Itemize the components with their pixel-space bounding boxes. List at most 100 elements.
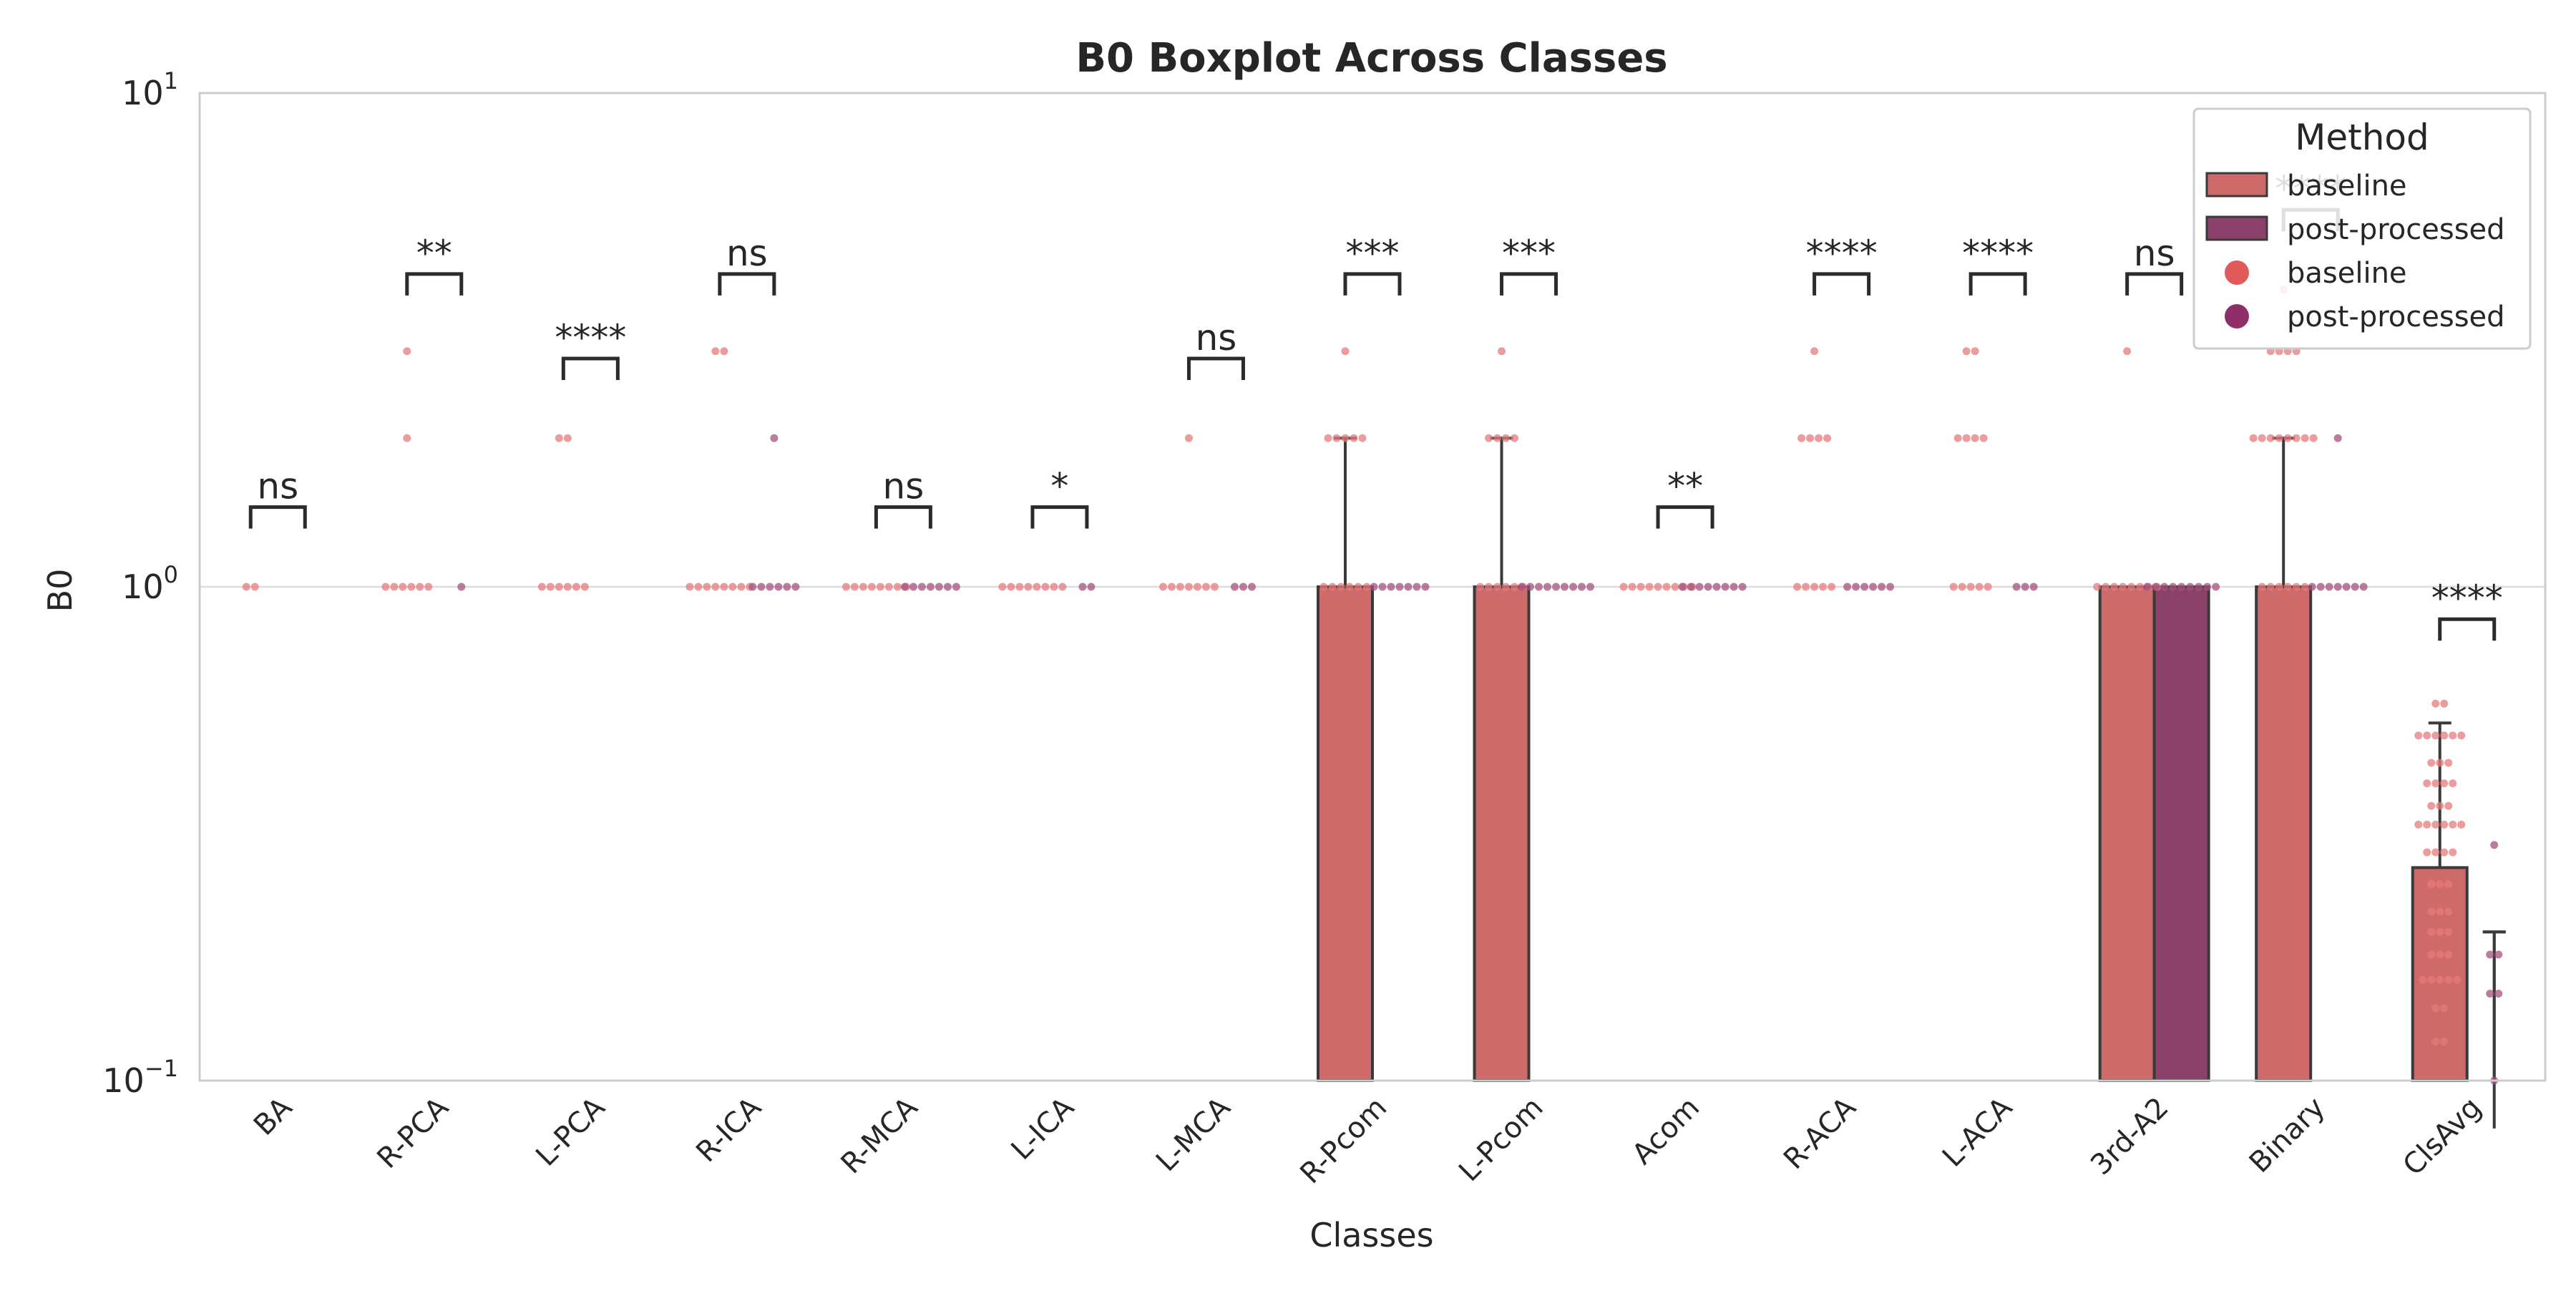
strip-point — [1671, 583, 1679, 591]
strip-point — [390, 583, 399, 591]
strip-point — [1239, 583, 1247, 591]
strip-point — [1337, 583, 1345, 591]
strip-point — [2427, 880, 2436, 888]
strip-point — [1535, 583, 1543, 591]
strip-point — [1024, 583, 1033, 591]
strip-point — [1502, 434, 1511, 442]
legend-label: post-processed — [2287, 301, 2505, 333]
strip-point — [1843, 583, 1852, 591]
significance-label: ** — [416, 233, 452, 274]
strip-point — [2266, 583, 2275, 591]
strip-point — [537, 583, 546, 591]
strip-point — [1485, 583, 1493, 591]
strip-point — [2427, 927, 2436, 936]
strip-point — [2423, 848, 2431, 857]
strip-point — [1319, 583, 1328, 591]
strip-point — [2186, 583, 2195, 591]
strip-point — [1526, 583, 1535, 591]
strip-point — [1328, 583, 1337, 591]
strip-point — [1645, 583, 1654, 591]
strip-point — [2119, 583, 2127, 591]
significance-label: * — [1050, 466, 1068, 507]
strip-point — [2275, 434, 2283, 442]
strip-point — [1810, 347, 1819, 356]
strip-point — [2029, 583, 2038, 591]
strip-point — [2449, 848, 2457, 857]
strip-point — [1341, 434, 1350, 442]
strip-point — [1358, 434, 1367, 442]
strip-point — [2440, 779, 2449, 788]
strip-point — [2440, 731, 2449, 740]
legend-marker — [2225, 304, 2249, 328]
strip-point — [1712, 583, 1721, 591]
strip-point — [2436, 907, 2444, 916]
y-tick-label: 100 — [122, 561, 178, 606]
strip-point — [2283, 583, 2292, 591]
strip-point — [1502, 583, 1511, 591]
strip-point — [909, 583, 917, 591]
strip-point — [2136, 583, 2145, 591]
y-tick-exponent: 0 — [164, 561, 178, 588]
strip-point — [242, 583, 250, 591]
significance-bracket — [1343, 272, 1402, 296]
strip-point — [416, 583, 424, 591]
strip-point — [1370, 583, 1378, 591]
strip-point — [1802, 583, 1810, 591]
strip-point — [403, 347, 411, 356]
strip-point — [2423, 779, 2431, 788]
strip-point — [2309, 434, 2318, 442]
strip-point — [2414, 731, 2423, 740]
strip-point — [563, 434, 572, 442]
legend-title: Method — [2295, 117, 2429, 158]
strip-point — [1979, 434, 1988, 442]
strip-point — [766, 583, 774, 591]
strip-point — [2490, 841, 2499, 849]
strip-point — [2444, 950, 2453, 959]
strip-point — [1058, 583, 1067, 591]
strip-point — [2143, 583, 2152, 591]
bar — [1473, 585, 1531, 1082]
significance-label: *** — [1502, 233, 1556, 274]
strip-point — [2283, 434, 2292, 442]
strip-point — [1662, 583, 1671, 591]
significance-label: **** — [555, 317, 626, 359]
strip-point — [457, 583, 466, 591]
strip-point — [1704, 583, 1712, 591]
strip-point — [748, 583, 757, 591]
legend-box — [2192, 107, 2532, 350]
strip-point — [572, 583, 580, 591]
strip-point — [926, 583, 935, 591]
strip-point — [952, 583, 960, 591]
strip-point — [2494, 950, 2503, 959]
strip-point — [1654, 583, 1662, 591]
significance-bracket — [1813, 272, 1871, 296]
strip-point — [1341, 347, 1350, 356]
strip-point — [424, 583, 433, 591]
strip-point — [2427, 759, 2436, 767]
significance-bracket — [1968, 272, 2027, 296]
significance-bracket — [1656, 505, 1714, 529]
strip-point — [2275, 583, 2283, 591]
bar — [2098, 585, 2156, 1082]
strip-point — [1975, 583, 1984, 591]
strip-point — [2414, 820, 2423, 829]
strip-point — [2351, 583, 2359, 591]
y-tick-exponent: −1 — [145, 1055, 178, 1082]
strip-point — [2427, 802, 2436, 810]
strip-point — [1201, 583, 1210, 591]
significance-bracket — [874, 505, 932, 529]
bar — [2411, 866, 2469, 1082]
strip-point — [1738, 583, 1747, 591]
strip-point — [1869, 583, 1878, 591]
strip-point — [1721, 583, 1729, 591]
strip-point — [1971, 347, 1979, 356]
strip-point — [2449, 779, 2457, 788]
strip-point — [1015, 583, 1024, 591]
strip-point — [2325, 583, 2333, 591]
strip-point — [1387, 583, 1395, 591]
strip-point — [2203, 583, 2212, 591]
strip-point — [2486, 950, 2494, 959]
strip-point — [2494, 989, 2503, 998]
strip-point — [1569, 583, 1578, 591]
strip-point — [1158, 583, 1167, 591]
